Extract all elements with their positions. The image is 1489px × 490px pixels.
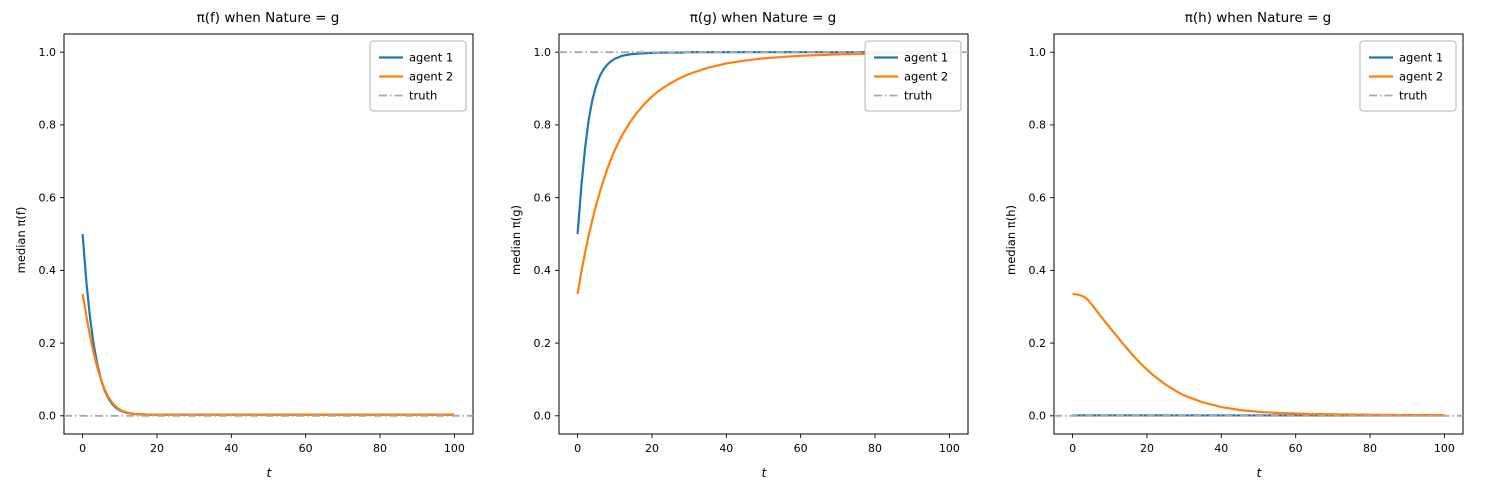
legend: agent 1 agent 2 truth bbox=[1359, 40, 1457, 112]
subplot-pi-f: 0 20 40 60 80 100 0.0 0.2 0.4 0.6 0.8 1.0 agent 1 age… bbox=[8, 6, 483, 486]
x-tick-label: 60 bbox=[299, 442, 313, 455]
x-axis-label: t bbox=[266, 465, 272, 480]
legend-label: agent 1 bbox=[409, 51, 453, 65]
y-tick-label: 0.8 bbox=[39, 119, 57, 132]
y-tick-label: 1.0 bbox=[39, 46, 57, 59]
legend-label: truth bbox=[904, 89, 932, 103]
y-tick-label: 0.0 bbox=[1029, 410, 1047, 423]
y-tick-label: 0.2 bbox=[1029, 337, 1047, 350]
x-tick-label: 80 bbox=[373, 442, 387, 455]
y-tick-label: 0.6 bbox=[39, 191, 57, 204]
legend-item-truth: truth bbox=[1369, 89, 1427, 103]
x-tick-label: 0 bbox=[574, 442, 581, 455]
y-tick-label: 0.8 bbox=[534, 119, 552, 132]
legend-label: truth bbox=[1399, 89, 1427, 103]
series-line-agent-2 bbox=[576, 51, 950, 295]
y-axis-label: median π(h) bbox=[1004, 205, 1018, 275]
legend-item-agent-2: agent 2 bbox=[379, 70, 453, 84]
y-tick-label: 0.2 bbox=[534, 337, 552, 350]
series-line-agent-2 bbox=[1072, 292, 1445, 417]
y-tick-label: 0.6 bbox=[1029, 191, 1047, 204]
series-line-agent-2 bbox=[81, 293, 455, 416]
x-axis-label: t bbox=[1256, 465, 1262, 480]
y-tick-label: 0.0 bbox=[534, 410, 552, 423]
x-axis-label: t bbox=[761, 465, 767, 480]
y-axis-label: median π(f) bbox=[14, 206, 28, 274]
legend-label: agent 1 bbox=[904, 51, 948, 65]
chart-title: π(f) when Nature = g bbox=[196, 10, 340, 26]
x-tick-label: 20 bbox=[150, 442, 164, 455]
y-tick-label: 1.0 bbox=[534, 46, 552, 59]
y-tick-label: 0.8 bbox=[1029, 119, 1047, 132]
y-axis-label: median π(g) bbox=[509, 205, 523, 275]
y-tick-label: 1.0 bbox=[1029, 46, 1047, 59]
y-tick-label: 0.4 bbox=[39, 264, 57, 277]
x-tick-label: 0 bbox=[1069, 442, 1076, 455]
legend-item-truth: truth bbox=[379, 89, 437, 103]
y-tick-label: 0.6 bbox=[534, 191, 552, 204]
x-tick-label: 100 bbox=[1434, 442, 1455, 455]
x-tick-label: 20 bbox=[645, 442, 659, 455]
x-tick-label: 100 bbox=[939, 442, 960, 455]
y-tick-label: 0.4 bbox=[534, 264, 552, 277]
legend-label: agent 2 bbox=[409, 70, 453, 84]
x-tick-label: 60 bbox=[794, 442, 808, 455]
legend-item-truth: truth bbox=[874, 89, 932, 103]
legend: agent 1 agent 2 truth bbox=[864, 40, 962, 112]
legend-item-agent-2: agent 2 bbox=[874, 70, 948, 84]
x-tick-label: 40 bbox=[224, 442, 238, 455]
legend-label: truth bbox=[409, 89, 437, 103]
chart-title: π(g) when Nature = g bbox=[689, 10, 837, 26]
y-tick-label: 0.0 bbox=[39, 410, 57, 423]
x-tick-label: 40 bbox=[1214, 442, 1228, 455]
legend-item-agent-2: agent 2 bbox=[1369, 70, 1443, 84]
subplot-pi-g: 0 20 40 60 80 100 0.0 0.2 0.4 0.6 0.8 1.0 agent 1 age… bbox=[503, 6, 978, 486]
legend-item-agent-1: agent 1 bbox=[874, 51, 948, 65]
y-tick-label: 0.2 bbox=[39, 337, 57, 350]
legend-item-agent-1: agent 1 bbox=[379, 51, 453, 65]
subplot-pi-h: 0 20 40 60 80 100 0.0 0.2 0.4 0.6 0.8 1.0 agent 1 age… bbox=[998, 6, 1473, 486]
legend: agent 1 agent 2 truth bbox=[369, 40, 467, 112]
x-tick-label: 80 bbox=[1363, 442, 1377, 455]
legend-item-agent-1: agent 1 bbox=[1369, 51, 1443, 65]
y-tick-label: 0.4 bbox=[1029, 264, 1047, 277]
x-tick-label: 60 bbox=[1289, 442, 1303, 455]
legend-label: agent 2 bbox=[904, 70, 948, 84]
x-tick-label: 80 bbox=[868, 442, 882, 455]
x-tick-label: 40 bbox=[719, 442, 733, 455]
legend-label: agent 1 bbox=[1399, 51, 1443, 65]
x-tick-label: 20 bbox=[1140, 442, 1154, 455]
x-tick-label: 0 bbox=[79, 442, 86, 455]
x-tick-label: 100 bbox=[444, 442, 465, 455]
legend-label: agent 2 bbox=[1399, 70, 1443, 84]
chart-title: π(h) when Nature = g bbox=[1184, 10, 1332, 26]
